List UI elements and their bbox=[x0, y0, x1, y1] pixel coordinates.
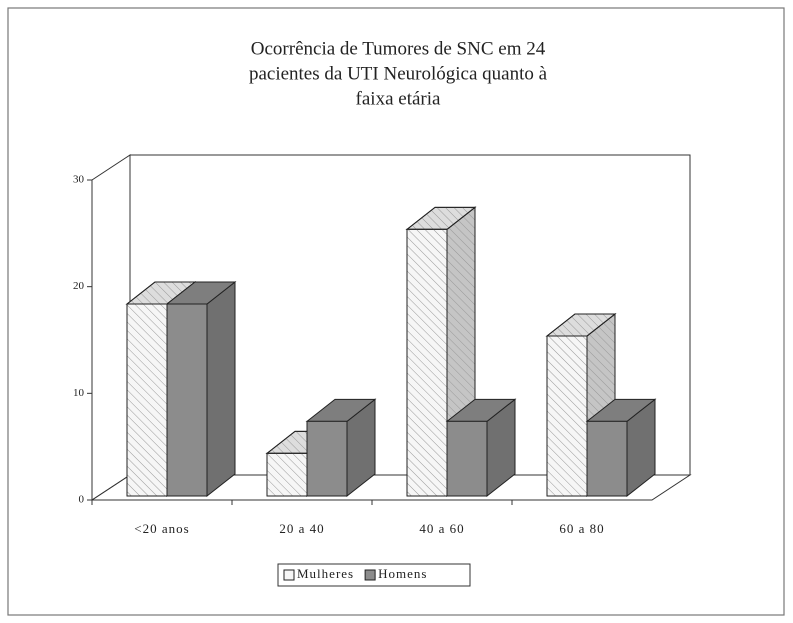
chart-title: pacientes da UTI Neurológica quanto à bbox=[249, 63, 548, 84]
bar-hatch bbox=[126, 303, 168, 497]
y-tick-label: 30 bbox=[73, 174, 85, 186]
legend-swatch bbox=[364, 569, 376, 581]
bar-hatch bbox=[406, 228, 448, 497]
bar-hatch bbox=[546, 335, 588, 497]
legend-swatch bbox=[283, 569, 295, 581]
x-tick-label: 60 a 80 bbox=[559, 521, 604, 536]
bar bbox=[586, 420, 628, 497]
bar bbox=[306, 420, 348, 497]
legend-label: Mulheres bbox=[297, 566, 354, 581]
y-tick-label: 20 bbox=[73, 280, 85, 292]
chart-title: faixa etária bbox=[356, 88, 441, 109]
bar bbox=[166, 303, 208, 497]
legend-label: Homens bbox=[378, 566, 427, 581]
y-tick-label: 0 bbox=[79, 494, 85, 506]
y-tick-label: 10 bbox=[73, 387, 85, 399]
floor bbox=[90, 474, 692, 501]
bar bbox=[446, 420, 488, 497]
x-tick-label: <20 anos bbox=[134, 521, 189, 536]
bar-hatch bbox=[266, 452, 308, 497]
chart-title: Ocorrência de Tumores de SNC em 24 bbox=[251, 38, 546, 59]
bar-side bbox=[206, 280, 236, 498]
x-tick-label: 20 a 40 bbox=[279, 521, 324, 536]
x-tick-label: 40 a 60 bbox=[419, 521, 464, 536]
